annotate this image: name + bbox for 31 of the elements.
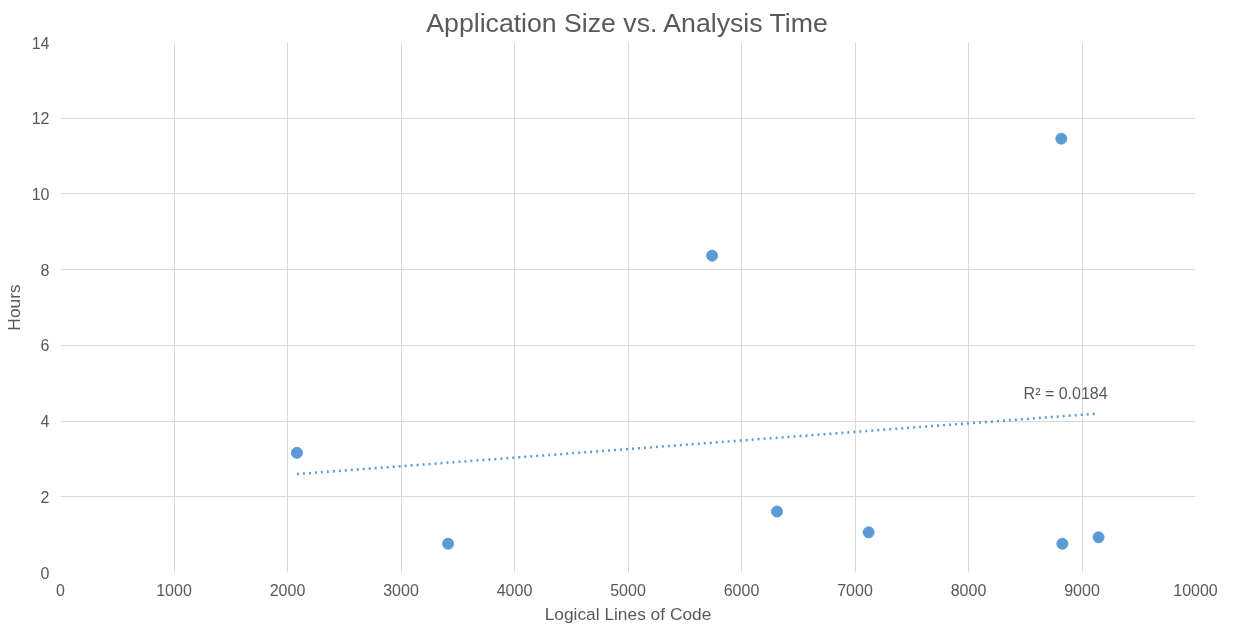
point: [442, 537, 455, 550]
x-tick-label: 5000: [610, 581, 646, 599]
x-tick-label: 4000: [496, 581, 533, 599]
point: [1055, 132, 1068, 145]
y-tick-label: 12: [31, 110, 50, 128]
y-tick-label: 10: [31, 185, 50, 203]
point: [706, 249, 719, 262]
x-tick-label: 8000: [950, 581, 987, 599]
y-tick-label: 4: [40, 413, 50, 431]
x-tick-label: 9000: [1064, 581, 1100, 599]
x-tick-label: 10000: [1173, 581, 1218, 599]
y-tick-label: 6: [40, 337, 50, 355]
y-tick-label: 14: [31, 34, 50, 52]
point: [1056, 537, 1069, 550]
x-tick-label: 3000: [383, 581, 419, 599]
x-tick-label: 0: [56, 581, 66, 599]
y-tick-label: 8: [40, 261, 50, 279]
x-axis-title: Logical Lines of Code: [544, 603, 712, 624]
y-tick-label: 0: [40, 564, 50, 582]
point: [862, 526, 875, 539]
point: [771, 505, 784, 518]
y-tick-label: 2: [40, 488, 50, 506]
x-tick-label: 7000: [837, 581, 873, 599]
y-axis-title: Hours: [3, 284, 24, 331]
chart-title: Application Size vs. Analysis Time: [426, 7, 828, 38]
point: [290, 446, 303, 459]
x-tick-label: 1000: [156, 581, 192, 599]
point: [1092, 531, 1105, 544]
x-tick-label: 2000: [269, 581, 306, 599]
annotation: R² = 0.0184: [1023, 384, 1108, 402]
x-tick-label: 6000: [723, 581, 760, 599]
